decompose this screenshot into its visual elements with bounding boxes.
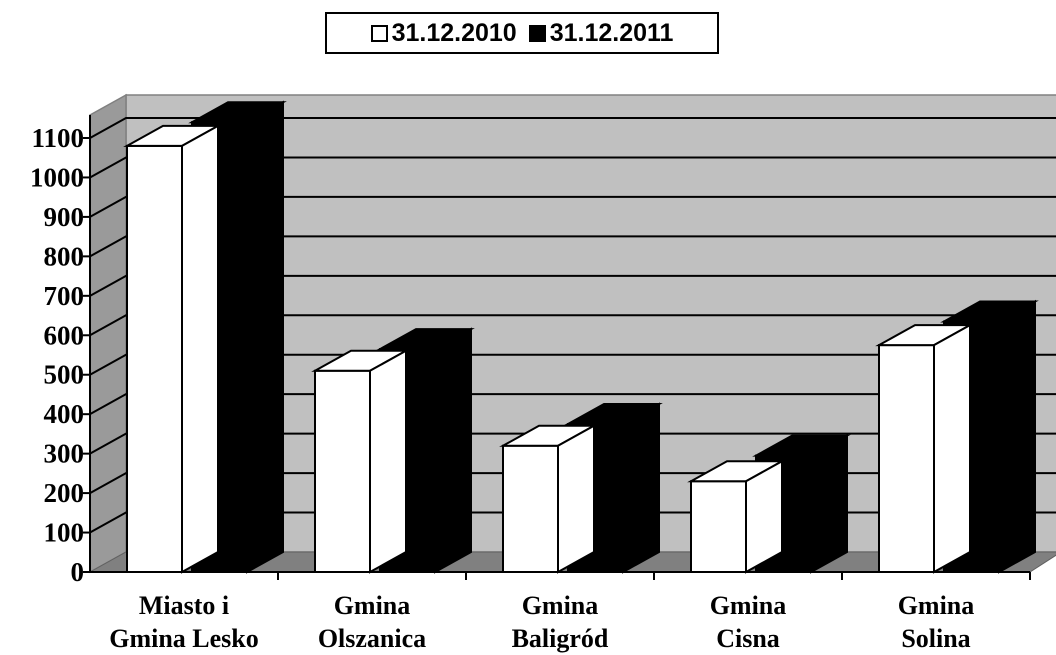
x-tick-label: Gmina: [710, 591, 787, 620]
bar-front: [690, 480, 747, 573]
y-tick-label: 1000: [30, 162, 84, 192]
bar-side: [246, 100, 284, 574]
bar-side: [369, 349, 407, 574]
bar-front: [502, 444, 559, 573]
bar-side: [998, 299, 1036, 574]
x-tick-label: Solina: [901, 624, 970, 653]
legend-item-2011: 31.12.2011: [528, 18, 674, 48]
bar-side: [810, 433, 848, 574]
gridline: [89, 117, 1056, 139]
legend-item-2010: 31.12.2010: [370, 18, 517, 48]
bar-front: [126, 144, 183, 574]
bar-31.12.2010-3: [687, 459, 786, 574]
legend: 31.12.2010 31.12.2011: [325, 12, 719, 54]
x-tick-label: Gmina: [522, 591, 599, 620]
bar-front: [878, 344, 935, 573]
y-tick-label: 300: [44, 439, 85, 469]
legend-swatch-2010: [370, 24, 388, 42]
bar-side: [434, 327, 472, 574]
bar-31.12.2010-0: [123, 124, 222, 574]
y-tick-label: 100: [44, 518, 85, 548]
x-tick-label: Olszanica: [318, 624, 426, 653]
y-tick-label: 400: [44, 399, 85, 429]
bar-side: [622, 402, 660, 574]
bar-side: [745, 459, 783, 574]
y-tick-label: 500: [44, 360, 85, 390]
legend-label-2011: 31.12.2011: [549, 18, 674, 47]
y-tick-label: 200: [44, 478, 85, 508]
x-tick-label: Baligród: [512, 624, 609, 653]
y-tick-label: 600: [44, 320, 85, 350]
legend-swatch-2011: [528, 24, 546, 42]
x-tick-label: Cisna: [716, 624, 780, 653]
bar-31.12.2010-2: [499, 424, 598, 574]
bar-front: [314, 369, 371, 574]
y-tick-label: 900: [44, 202, 85, 232]
axes: [83, 115, 1031, 580]
y-tick-label: 700: [44, 281, 85, 311]
bar-side: [181, 124, 219, 574]
bar-31.12.2010-1: [311, 349, 410, 574]
y-tick-label: 1100: [31, 123, 84, 153]
y-tick-label: 0: [71, 557, 85, 587]
bar-side: [933, 323, 971, 574]
x-tick-label: Gmina: [334, 591, 411, 620]
bars: [123, 100, 1039, 574]
bar-side: [557, 424, 595, 574]
x-tick-label: Gmina: [898, 591, 975, 620]
bar-31.12.2010-4: [875, 323, 974, 574]
y-tick-label: 800: [44, 241, 85, 271]
x-tick-label: Miasto i: [139, 591, 229, 620]
x-tick-label: Gmina Lesko: [109, 624, 259, 653]
labels: 0 100 200 300 400 500 600 700 800 900 1000 1100 Mias…: [30, 123, 974, 653]
legend-label-2010: 31.12.2010: [391, 18, 517, 47]
